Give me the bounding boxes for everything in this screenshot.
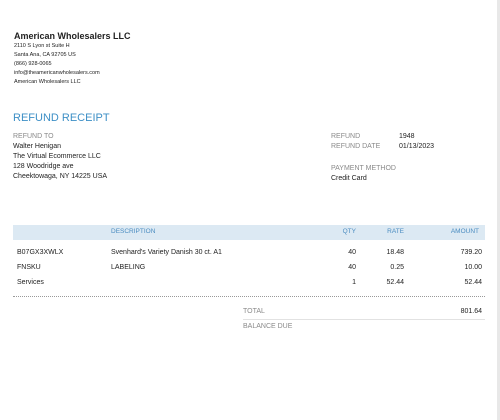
table-header-cell: QTY — [342, 228, 356, 235]
divider — [13, 296, 485, 297]
address-line: 2110 S Lyon st Suite H — [14, 43, 70, 49]
table-cell: Svenhard's Variety Danish 30 ct. A1 — [111, 249, 222, 256]
table-cell: 40 — [348, 249, 356, 256]
total-value: 801.64 — [460, 308, 482, 315]
detail-value: 01/13/2023 — [399, 143, 435, 150]
address-line: (866) 928-0065 — [14, 61, 52, 67]
payment-value: Credit Card — [331, 175, 367, 182]
total-label: TOTAL — [243, 308, 265, 315]
table-cell: FNSKU — [17, 264, 41, 271]
table-header-cell: DESCRIPTION — [111, 228, 156, 235]
table-cell: 18.48 — [386, 249, 404, 256]
address-line: info@theamericanwholesalers.com — [14, 70, 100, 76]
refund-to-line: Cheektowaga, NY 14225 USA — [13, 173, 108, 180]
address-line: American Wholesalers LLC — [14, 79, 81, 85]
detail-label: REFUND — [331, 133, 361, 140]
refund-to-line: Walter Henigan — [13, 143, 61, 150]
payment-label: PAYMENT METHOD — [331, 165, 396, 172]
detail-value: 1948 — [399, 133, 415, 140]
table-header-cell: RATE — [387, 228, 404, 235]
address-line: Santa Ana, CA 92705 US — [14, 52, 76, 58]
table-cell: 52.44 — [464, 279, 482, 286]
refund-to-line: 128 Woodridge ave — [13, 163, 74, 170]
table-cell: 1 — [352, 279, 356, 286]
table-cell: 10.00 — [464, 264, 482, 271]
table-cell: 739.20 — [460, 249, 482, 256]
detail-label: REFUND DATE — [331, 143, 381, 150]
company-name: American Wholesalers LLC — [14, 31, 131, 41]
table-cell: B07GX3XWLX — [17, 249, 64, 256]
total-rule — [243, 319, 485, 320]
table-cell: 52.44 — [386, 279, 404, 286]
document-title: REFUND RECEIPT — [13, 112, 110, 124]
table-cell: 40 — [348, 264, 356, 271]
refund-to-line: The Virtual Ecommerce LLC — [13, 153, 101, 160]
refund-to-label: REFUND TO — [13, 133, 54, 140]
table-cell: LABELING — [111, 264, 146, 271]
table-cell: Services — [17, 279, 44, 286]
table-header-band — [13, 225, 485, 240]
table-cell: 0.25 — [390, 264, 404, 271]
table-header-cell: AMOUNT — [450, 228, 479, 235]
balance-label: BALANCE DUE — [243, 323, 293, 330]
